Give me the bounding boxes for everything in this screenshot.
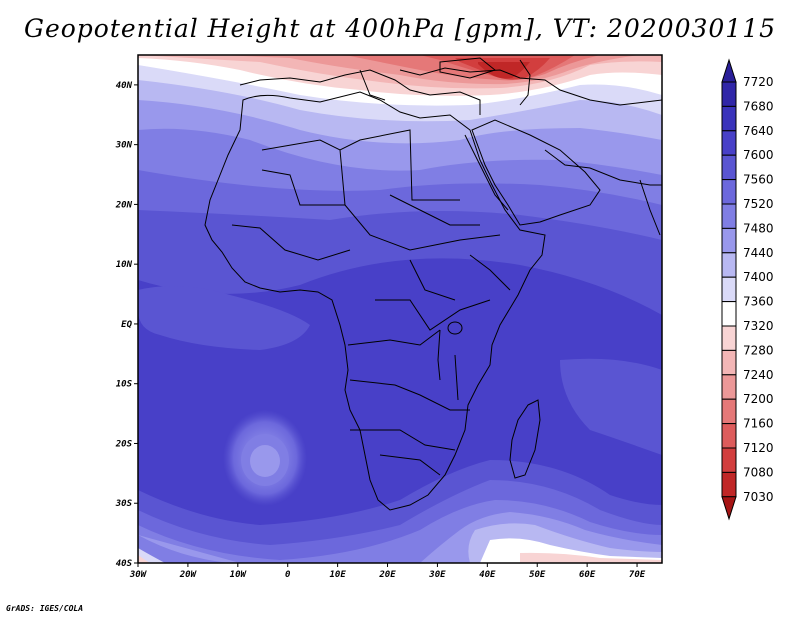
lat-tick-label: 30S [115, 499, 133, 509]
lat-tick-label: 10N [116, 260, 133, 270]
lon-tick-label: 30E [428, 570, 446, 580]
colorbar-label: 7030 [743, 490, 774, 504]
credit-label: GrADS: IGES/COLA [6, 604, 84, 613]
colorbar-segment [721, 423, 737, 449]
colorbar-label: 7400 [743, 270, 774, 284]
lon-tick-label: 50E [529, 570, 546, 580]
colorbar-segment [721, 301, 737, 327]
lon-tick-label: 20W [179, 570, 198, 580]
colorbar-segment [721, 154, 737, 181]
colorbar-segment [721, 398, 737, 425]
lat-tick-label: 40N [116, 81, 133, 91]
colorbar-label: 7080 [743, 465, 774, 479]
geopotential-field [138, 55, 662, 563]
colorbar-label: 7240 [743, 368, 774, 382]
colorbar-segment [721, 349, 737, 376]
colorbar-segment [721, 374, 737, 400]
colorbar: 7720 7680 7640 7600 7560 7520 7480 7440 7400 7360… [721, 58, 774, 521]
colorbar-segment [721, 471, 737, 498]
colorbar-label: 7680 [743, 99, 774, 113]
coastlines [204, 57, 662, 511]
colorbar-label: 7120 [743, 441, 774, 455]
colorbar-segment [721, 179, 737, 205]
lon-tick-label: 20E [378, 570, 396, 580]
colorbar-max-arrow [721, 58, 737, 83]
colorbar-label: 7320 [743, 319, 774, 333]
lon-tick-label: 0 [285, 570, 291, 580]
colorbar-label: 7360 [743, 295, 774, 309]
lat-tick-label: 40S [116, 559, 133, 569]
lat-tick-label: 30N [115, 141, 133, 151]
lon-tick-label: 10W [230, 570, 248, 580]
colorbar-segment [721, 276, 737, 303]
colorbar-label: 7600 [743, 148, 774, 162]
lon-axis: 30W 20W 10W 0 10E 20E 30E 40E 50E 60E 70E [129, 563, 646, 580]
colorbar-label: 7280 [743, 343, 774, 357]
lon-tick-label: 70E [629, 570, 646, 580]
colorbar-segment [721, 227, 737, 254]
colorbar-segment [721, 130, 737, 156]
map-frame [137, 54, 663, 564]
colorbar-label: 7200 [743, 392, 774, 406]
lon-tick-label: 60E [579, 570, 596, 580]
colorbar-label: 7560 [743, 173, 774, 187]
lon-tick-label: 30W [129, 570, 148, 580]
colorbar-label: 7720 [743, 75, 774, 89]
lat-tick-label: 20S [115, 439, 133, 449]
colorbar-segment [721, 105, 737, 132]
colorbar-segment [721, 252, 737, 278]
lon-tick-label: 10E [329, 570, 346, 580]
colorbar-min-arrow [721, 496, 737, 521]
colorbar-label: 7480 [743, 221, 774, 235]
colorbar-segment [721, 447, 737, 473]
colorbar-segment [721, 81, 737, 107]
colorbar-segment [721, 203, 737, 229]
colorbar-label: 7160 [743, 417, 774, 431]
colorbar-label: 7440 [743, 246, 774, 260]
colorbar-label: 7520 [743, 197, 774, 211]
lat-tick-label: 20N [115, 200, 133, 210]
lat-tick-label: 10S [116, 380, 133, 390]
lon-tick-label: 40E [479, 570, 496, 580]
colorbar-segment [721, 325, 737, 351]
lat-axis: 40N 30N 20N 10N EQ 10S 20S 30S 40S [115, 81, 138, 569]
lat-tick-label: EQ [121, 320, 132, 330]
colorbar-label: 7640 [743, 124, 774, 138]
chart-title: Geopotential Height at 400hPa [gpm], VT:… [23, 14, 777, 43]
